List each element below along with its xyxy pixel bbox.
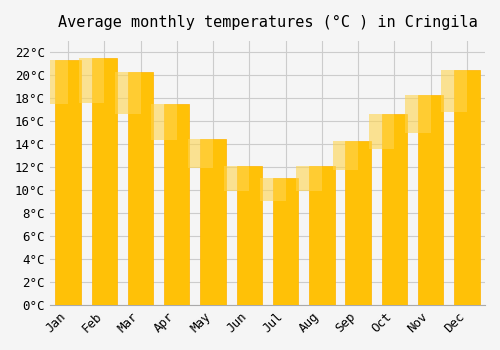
Bar	[346, 141, 371, 305]
Bar	[92, 58, 117, 305]
Bar	[56, 61, 80, 305]
Bar	[382, 114, 407, 305]
Bar	[164, 104, 190, 305]
Bar	[405, 95, 430, 133]
Bar	[188, 139, 213, 168]
Bar	[79, 58, 104, 103]
Bar	[200, 139, 226, 305]
Bar	[152, 104, 177, 140]
Title: Average monthly temperatures (°C ) in Cringila: Average monthly temperatures (°C ) in Cr…	[58, 15, 478, 30]
Bar	[260, 177, 285, 201]
Bar	[369, 114, 394, 149]
Bar	[42, 61, 68, 104]
Bar	[418, 95, 444, 305]
Bar	[273, 177, 298, 305]
Bar	[224, 166, 250, 191]
Bar	[115, 72, 140, 114]
Bar	[454, 70, 479, 305]
Bar	[236, 166, 262, 305]
Bar	[332, 141, 358, 170]
Bar	[309, 166, 334, 305]
Bar	[296, 166, 322, 191]
Bar	[128, 72, 153, 305]
Bar	[442, 70, 467, 112]
